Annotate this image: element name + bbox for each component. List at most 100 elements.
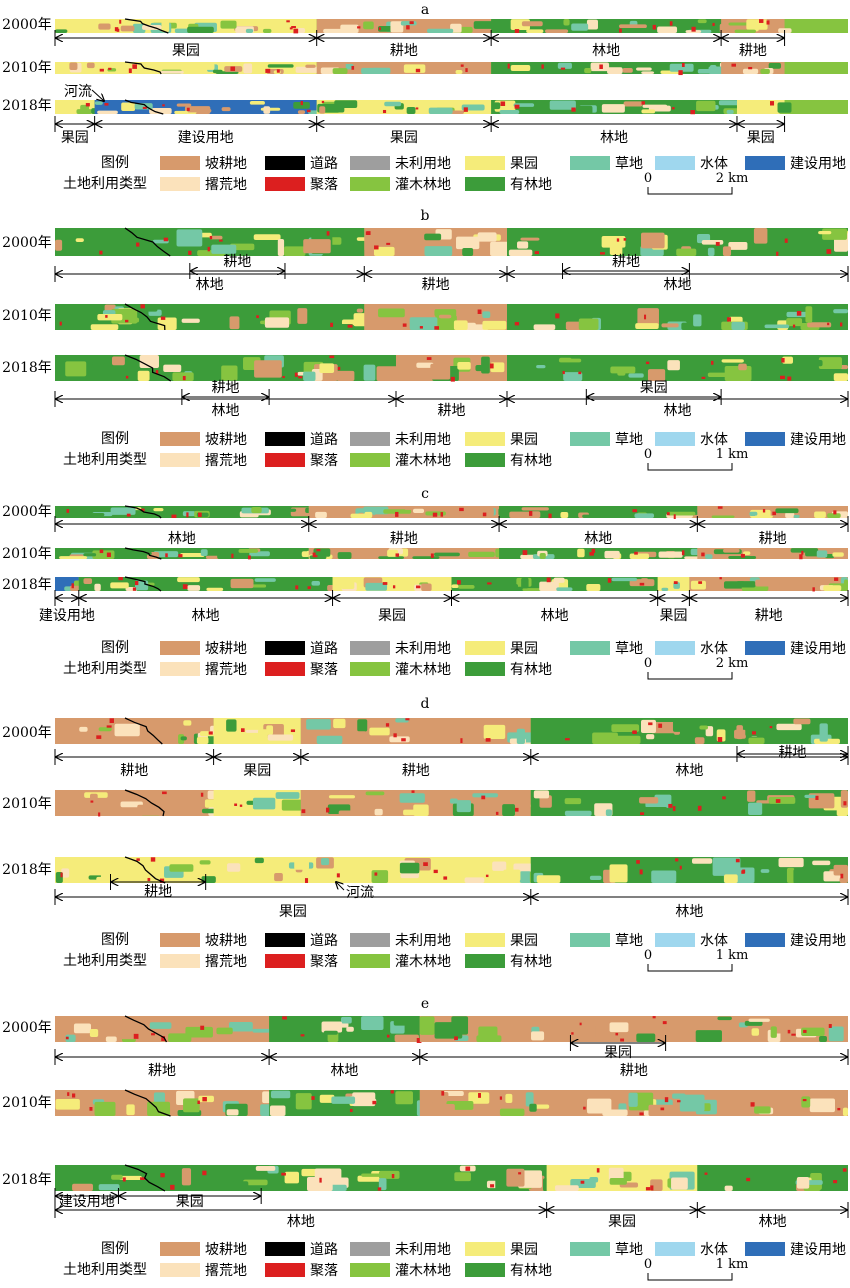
strip-patch: [182, 511, 196, 517]
segment-label: 耕地: [390, 42, 418, 59]
strip-patch: [646, 734, 655, 740]
settlement-dot: [645, 1187, 651, 1191]
strip-patch: [374, 808, 383, 816]
strip-a-2000: [55, 18, 848, 34]
strip-patch: [359, 101, 374, 108]
settlement-dot: [147, 877, 151, 882]
strip-patch: [731, 321, 745, 330]
strip-patch: [672, 718, 686, 732]
strip-patch: [365, 582, 388, 591]
legend-label: 聚落: [310, 954, 338, 970]
strip-patch: [520, 237, 540, 241]
strip-c-2000: [55, 505, 848, 519]
settlement-dot: [529, 511, 533, 516]
strip-patch: [412, 556, 440, 559]
strip-patch: [284, 246, 306, 256]
strip-patch: [669, 63, 694, 72]
strip-patch: [399, 793, 425, 803]
settlement-dot: [712, 22, 715, 26]
legend-label: 未利用地: [395, 933, 451, 949]
strip-patch: [97, 313, 123, 321]
segment-label: 耕地: [422, 276, 450, 293]
strip-patch: [179, 552, 205, 558]
settlement-dot: [405, 718, 410, 721]
settlement-dot: [207, 246, 210, 252]
strip-patch: [786, 867, 795, 883]
strip-patch: [229, 316, 240, 330]
segment-label: 林地: [675, 904, 703, 920]
legend-label: 坡耕地: [205, 1241, 247, 1258]
segment-label: 果园: [604, 1045, 632, 1061]
settlement-dot: [648, 722, 653, 726]
segment-label: 林地: [330, 1063, 358, 1079]
segment-label: 耕地: [778, 744, 806, 761]
strip-patch: [751, 1028, 759, 1036]
segment-label: 耕地: [759, 530, 787, 547]
settlement-dot: [717, 506, 723, 509]
settlement-dot: [326, 231, 330, 236]
strip-patch: [582, 514, 600, 518]
segment-label: 林地: [600, 130, 628, 146]
strip-patch: [699, 725, 708, 730]
year-label: 2018年: [2, 577, 52, 593]
settlement-dot: [377, 1187, 382, 1191]
strip-patch: [481, 356, 490, 374]
settlement-dot: [834, 577, 839, 581]
settlement-dot: [178, 554, 183, 558]
strip-patch: [157, 317, 177, 330]
settlement-dot: [321, 100, 325, 103]
settlement-dot: [106, 725, 112, 728]
strip-d-2018: [55, 856, 848, 884]
strip-patch: [521, 577, 529, 589]
strip-patch: [59, 556, 88, 559]
legend-label: 水体: [700, 933, 728, 949]
road-line: [124, 505, 162, 519]
strip-patch: [612, 735, 641, 744]
strip-patch: [526, 29, 544, 33]
settlement-dot: [634, 551, 638, 555]
settlement-dot: [599, 64, 603, 69]
legend-swatch: [160, 177, 200, 191]
strip-patch: [589, 875, 602, 881]
strip-patch: [690, 580, 706, 590]
settlement-dot: [750, 1102, 755, 1107]
strip-patch: [76, 511, 89, 516]
strip-patch: [735, 1172, 748, 1180]
settlement-dot: [116, 28, 120, 32]
legend-label: 有林地: [510, 1263, 552, 1279]
settlement-dot: [300, 1034, 305, 1037]
strip-patch: [363, 21, 374, 30]
strip-patch: [701, 240, 724, 245]
strip-patch: [717, 1016, 732, 1021]
strip-patch: [350, 513, 370, 518]
legend-swatch: [745, 641, 785, 655]
legend-label: 聚落: [310, 662, 338, 678]
legend-label: 坡耕地: [205, 431, 247, 448]
strip-patch: [406, 107, 416, 114]
strip-patch: [323, 1030, 338, 1035]
settlement-dot: [256, 315, 259, 319]
settlement-dot: [186, 512, 189, 518]
strip-patch: [243, 63, 253, 74]
strip-patch: [73, 870, 81, 883]
strip-patch: [734, 1108, 745, 1116]
legend-swatch: [655, 156, 695, 170]
strip-patch: [412, 508, 425, 514]
strip-patch: [430, 363, 451, 380]
strip-patch: [749, 511, 758, 516]
settlement-dot: [681, 63, 685, 68]
legend-swatch: [160, 156, 200, 170]
legend-label: 水体: [700, 1242, 728, 1258]
settlement-dot: [839, 322, 843, 327]
segment-label: 耕地: [211, 379, 239, 396]
strip-patch: [707, 372, 736, 377]
strip-patch: [536, 364, 546, 369]
strip-patch: [724, 874, 738, 883]
strip-patch: [712, 857, 741, 876]
legend-label: 撂荒地: [205, 453, 247, 469]
settlement-dot: [639, 869, 643, 875]
strip-patch: [180, 736, 187, 741]
strip-patch: [641, 232, 665, 249]
strip-patch: [654, 794, 672, 808]
strip-patch: [492, 861, 507, 871]
